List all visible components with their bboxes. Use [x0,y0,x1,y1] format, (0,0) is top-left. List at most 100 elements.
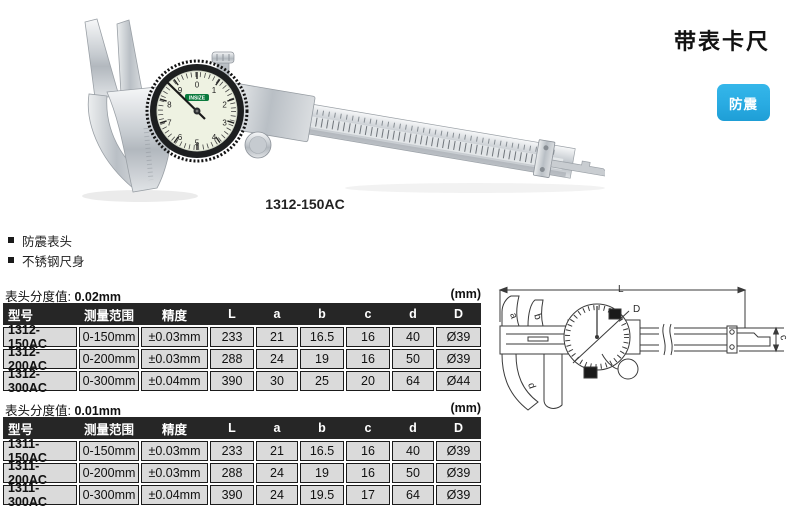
feature-item: 不锈钢尺身 [8,250,85,270]
table-cell: 16 [346,441,390,461]
table-cell: 0-150mm [79,441,139,461]
shockproof-badge: 防震 [717,84,770,121]
spec-table-1: 型号 测量范围 精度 L a b c d D 1312-150AC 0-150m… [3,303,481,395]
product-caption: 1312-150AC [265,196,345,212]
unit-label-2: (mm) [450,401,481,415]
table-cell: ±0.03mm [141,349,208,369]
dimension-drawing: L a b D d c [498,284,789,411]
table-cell: 288 [210,463,254,483]
column-header: c [364,307,372,321]
table-cell: 390 [210,485,254,505]
graduation-label-1: 表头分度值: 0.02mm [5,286,121,305]
table-cell: 233 [210,441,254,461]
table-cell: 24 [256,485,298,505]
label-b: b [531,313,543,322]
table-cell: ±0.04mm [141,485,208,505]
table-cell: 64 [392,371,434,391]
table-cell: 24 [256,349,298,369]
svg-text:3: 3 [222,119,227,128]
column-header: b [318,421,326,435]
model-cell: 1312-300AC [3,367,77,395]
label-L: L [618,284,624,295]
table-cell: 16 [346,349,390,369]
table-cell: 0-200mm [79,463,139,483]
label-d: d [525,382,537,391]
column-header: 型号 [8,422,34,437]
table-cell: ±0.03mm [141,463,208,483]
table-header-row: 型号 测量范围 精度 L a b c d D [3,417,481,439]
table-cell: 24 [256,463,298,483]
svg-text:2: 2 [222,101,227,110]
table-cell: 21 [256,441,298,461]
feature-label: 防震表头 [22,234,73,249]
spec-table-2: 型号 测量范围 精度 L a b c d D 1311-150AC 0-150m… [3,417,481,509]
column-header: a [273,421,281,435]
dial-face: 0 1 2 3 4 5 6 7 8 9 INSIZE [145,59,249,163]
table-cell: 30 [256,371,298,391]
table-cell: 16.5 [300,441,344,461]
table-cell: 40 [392,327,434,347]
badge-label: 防震 [729,96,758,112]
table-cell: 0-150mm [79,327,139,347]
upper-jaws [84,18,144,99]
model-cell: 1311-200AC [3,459,77,487]
graduation-value: 0.02mm [74,290,122,304]
table-cell: 16 [346,327,390,347]
table-cell: 19 [300,349,344,369]
table-row: 1312-300AC 0-300mm ±0.04mm 390 30 25 20 … [3,367,481,395]
table-cell: 17 [346,485,390,505]
table-cell: 288 [210,349,254,369]
graduation-label-2: 表头分度值: 0.01mm [5,400,121,419]
column-header: 测量范围 [83,422,134,437]
brand-logo-plate [185,94,209,101]
table-cell: 0-300mm [79,371,139,391]
feature-list: 防震表头 不锈钢尺身 [8,230,85,270]
svg-text:7: 7 [167,119,172,128]
column-header: D [453,307,464,321]
bullet-square-icon [8,237,14,243]
feature-item: 防震表头 [8,230,85,250]
column-header: 测量范围 [83,308,134,323]
svg-text:8: 8 [167,101,172,110]
svg-text:1: 1 [212,86,217,95]
column-header: 精度 [161,308,187,323]
feature-label: 不锈钢尺身 [22,254,85,269]
column-header: d [409,421,417,435]
table-cell: 390 [210,371,254,391]
model-cell: 1311-300AC [3,481,77,509]
depth-rod [550,159,612,178]
shadow [345,183,605,193]
svg-text:0: 0 [195,81,200,90]
table-cell: 50 [392,349,434,369]
bullet-square-icon [8,257,14,263]
thumb-roller [244,131,272,159]
column-header: 型号 [8,308,34,323]
table-cell: 40 [392,441,434,461]
column-header: d [409,307,417,321]
graduation-text: 表头分度值: [5,290,71,304]
table-header-row: 型号 测量范围 精度 L a b c d D [3,303,481,325]
beam [223,82,612,179]
dimension-diagram: L a b D d c [488,282,790,424]
svg-text:4: 4 [212,133,217,142]
table-cell: Ø39 [436,349,481,369]
dial-numbers: 0 1 2 3 4 5 6 7 8 9 [167,81,227,148]
table-cell: ±0.03mm [141,441,208,461]
svg-text:9: 9 [178,86,183,95]
unit-label-1: (mm) [450,287,481,301]
graduation-value: 0.01mm [74,404,122,418]
table-cell: 233 [210,327,254,347]
table-cell: 20 [346,371,390,391]
column-header: L [228,307,236,321]
model-cell: 1312-150AC [3,323,77,351]
table-cell: 64 [392,485,434,505]
model-cell: 1311-150AC [3,437,77,465]
label-a: a [507,312,519,321]
column-header: a [273,307,281,321]
table-row: 1312-200AC 0-200mm ±0.03mm 288 24 19 16 … [3,345,481,373]
shadow [82,190,198,202]
table-row: 1311-200AC 0-200mm ±0.03mm 288 24 19 16 … [3,459,481,487]
table-cell: 0-300mm [79,485,139,505]
column-header: c [364,421,372,435]
table-cell: 50 [392,463,434,483]
